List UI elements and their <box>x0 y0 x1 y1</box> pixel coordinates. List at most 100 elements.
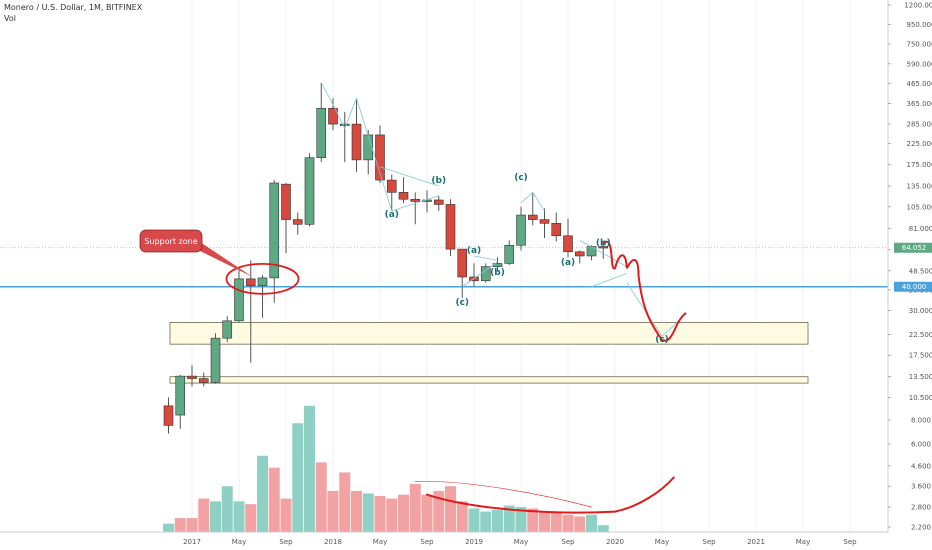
candle <box>445 199 456 256</box>
candle <box>504 240 515 266</box>
candle-body <box>351 123 362 161</box>
price-tick-label: 2.800 <box>911 504 931 512</box>
candle <box>539 208 550 239</box>
wave-label: (b) <box>490 268 505 278</box>
grid <box>191 0 851 532</box>
chart-title: Monero / U.S. Dollar, 1M, BITFINEX <box>4 3 143 12</box>
volume-bar <box>351 490 362 532</box>
wave-line <box>462 261 498 288</box>
candle-body <box>328 107 338 125</box>
wave-line <box>520 191 545 212</box>
red-volume-curve <box>426 476 675 514</box>
candle-body <box>210 337 221 383</box>
price-tick-label: 6.000 <box>911 440 931 448</box>
volume-bar <box>586 514 597 532</box>
candle <box>527 192 538 226</box>
wave-line <box>473 255 498 261</box>
candle <box>316 82 327 163</box>
time-tick-label: 2018 <box>324 538 342 546</box>
candle-body <box>257 277 268 287</box>
wave-line <box>591 273 627 288</box>
volume-bar <box>304 405 315 532</box>
volume-bar <box>210 501 221 532</box>
candle <box>422 190 432 213</box>
volume-bar <box>268 467 280 532</box>
wave-line <box>579 240 627 267</box>
candle-body <box>316 107 327 158</box>
time-tick-label: May <box>373 538 387 546</box>
candle <box>574 250 585 264</box>
volume-bar <box>398 494 409 532</box>
candle <box>516 206 526 251</box>
price-tick-label: 465.000 <box>907 80 932 88</box>
volume-bar <box>374 495 386 532</box>
candle-body <box>304 157 315 225</box>
volume-bar <box>362 493 374 532</box>
price-tick-label: 22.500 <box>909 331 932 339</box>
support-zone-box <box>169 376 809 384</box>
candle <box>187 365 197 387</box>
volume-bar <box>492 510 503 532</box>
time-tick-label: Sep <box>702 538 716 546</box>
candle <box>480 263 491 283</box>
candle-body <box>504 244 515 264</box>
time-tick-label: May <box>796 538 810 546</box>
candle <box>304 153 315 227</box>
price-tick-label: 135.000 <box>907 182 932 190</box>
candle <box>245 260 256 363</box>
candle-body <box>410 198 421 202</box>
price-tick-label: 950.000 <box>907 21 932 29</box>
volume-bar <box>597 525 609 532</box>
volume-bar <box>445 486 456 532</box>
volume-bar <box>174 518 186 532</box>
candle-body <box>398 192 409 200</box>
wave-label: (a) <box>467 246 481 256</box>
volume-bar <box>339 472 351 532</box>
wave-trendlines <box>320 82 686 337</box>
wave-label: (a) <box>561 258 575 268</box>
candle <box>210 333 221 384</box>
red-price-path <box>602 240 687 342</box>
candle-body <box>187 375 197 379</box>
candle-body <box>163 405 174 426</box>
time-tick-label: Sep <box>561 538 575 546</box>
candles <box>163 82 609 434</box>
candle <box>598 242 609 259</box>
volume-bar <box>433 490 445 532</box>
time-tick-label: 2021 <box>747 538 765 546</box>
candle <box>386 174 397 211</box>
wave-label: (b) <box>431 176 446 186</box>
price-tick-label: 8.000 <box>911 417 931 425</box>
candle-body <box>516 214 526 246</box>
candle-body <box>198 378 209 383</box>
price-tick-label: 225.000 <box>907 140 932 148</box>
candle-body <box>598 246 609 249</box>
time-tick-label: Sep <box>279 538 293 546</box>
red-projection-drawing <box>414 240 687 514</box>
candle <box>586 245 597 261</box>
time-tick-label: 2020 <box>606 538 624 546</box>
price-tick-label: 17.500 <box>909 352 932 360</box>
candle-body <box>457 248 468 278</box>
price-tick-label: 175.000 <box>907 161 932 169</box>
candle <box>351 100 362 172</box>
volume-bar <box>280 498 292 532</box>
support-price-badge <box>894 281 932 292</box>
volume-bar <box>539 511 550 532</box>
volume-average-line <box>414 481 592 508</box>
candle-body <box>175 375 186 416</box>
volume-bar <box>409 483 421 532</box>
volume-bar <box>233 501 245 532</box>
candle-body <box>222 320 233 339</box>
volume-bar <box>221 486 233 532</box>
volume-bar <box>386 498 398 532</box>
price-tick-label: 3.600 <box>911 483 931 491</box>
price-tick-label: 2.200 <box>911 524 931 532</box>
callout-pointer <box>194 242 253 277</box>
time-tick-label: May <box>514 538 528 546</box>
candle <box>328 98 338 131</box>
candle <box>257 275 268 318</box>
price-tick-label: 285.000 <box>907 121 932 129</box>
